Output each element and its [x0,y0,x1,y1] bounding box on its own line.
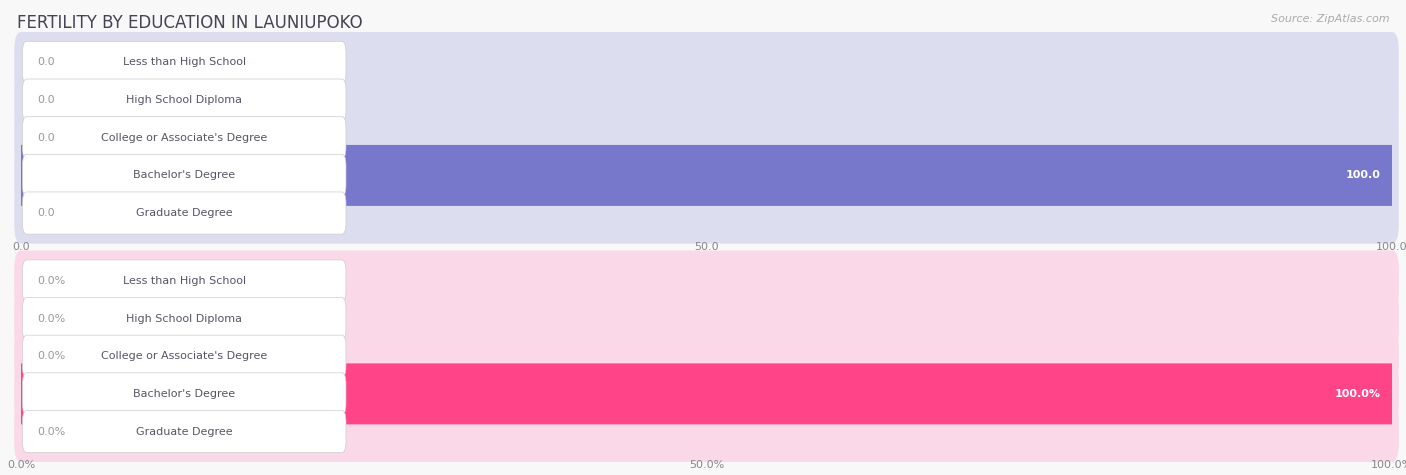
FancyBboxPatch shape [14,182,1399,244]
Text: 100.0%: 100.0% [1334,389,1381,399]
FancyBboxPatch shape [22,335,346,377]
Text: Less than High School: Less than High School [122,57,246,67]
FancyBboxPatch shape [14,32,1399,93]
Text: Less than High School: Less than High School [122,276,246,286]
FancyBboxPatch shape [22,192,346,234]
Text: Source: ZipAtlas.com: Source: ZipAtlas.com [1271,14,1389,24]
Text: 0.0: 0.0 [38,208,55,218]
Text: Bachelor's Degree: Bachelor's Degree [134,171,235,180]
FancyBboxPatch shape [14,363,1399,424]
Text: Graduate Degree: Graduate Degree [136,427,232,437]
Text: 0.0: 0.0 [38,95,55,105]
FancyBboxPatch shape [22,117,346,159]
Text: Bachelor's Degree: Bachelor's Degree [134,389,235,399]
FancyBboxPatch shape [14,145,1399,206]
Text: 0.0%: 0.0% [38,314,66,323]
FancyBboxPatch shape [14,145,1399,206]
Text: 0.0%: 0.0% [38,427,66,437]
FancyBboxPatch shape [14,288,1399,349]
FancyBboxPatch shape [22,79,346,121]
Text: 0.0%: 0.0% [38,276,66,286]
FancyBboxPatch shape [22,410,346,453]
Text: 0.0: 0.0 [38,57,55,67]
Text: High School Diploma: High School Diploma [127,314,242,323]
FancyBboxPatch shape [14,326,1399,387]
Text: High School Diploma: High School Diploma [127,95,242,105]
Text: 100.0: 100.0 [1346,171,1381,180]
FancyBboxPatch shape [22,373,346,415]
FancyBboxPatch shape [14,250,1399,312]
Text: College or Associate's Degree: College or Associate's Degree [101,351,267,361]
FancyBboxPatch shape [14,70,1399,131]
FancyBboxPatch shape [22,154,346,197]
FancyBboxPatch shape [22,297,346,340]
Text: 0.0: 0.0 [38,133,55,143]
FancyBboxPatch shape [14,107,1399,168]
FancyBboxPatch shape [14,401,1399,462]
Text: 0.0%: 0.0% [38,351,66,361]
FancyBboxPatch shape [22,260,346,302]
FancyBboxPatch shape [14,363,1399,424]
FancyBboxPatch shape [22,41,346,84]
Text: College or Associate's Degree: College or Associate's Degree [101,133,267,143]
Text: Graduate Degree: Graduate Degree [136,208,232,218]
Text: FERTILITY BY EDUCATION IN LAUNIUPOKO: FERTILITY BY EDUCATION IN LAUNIUPOKO [17,14,363,32]
